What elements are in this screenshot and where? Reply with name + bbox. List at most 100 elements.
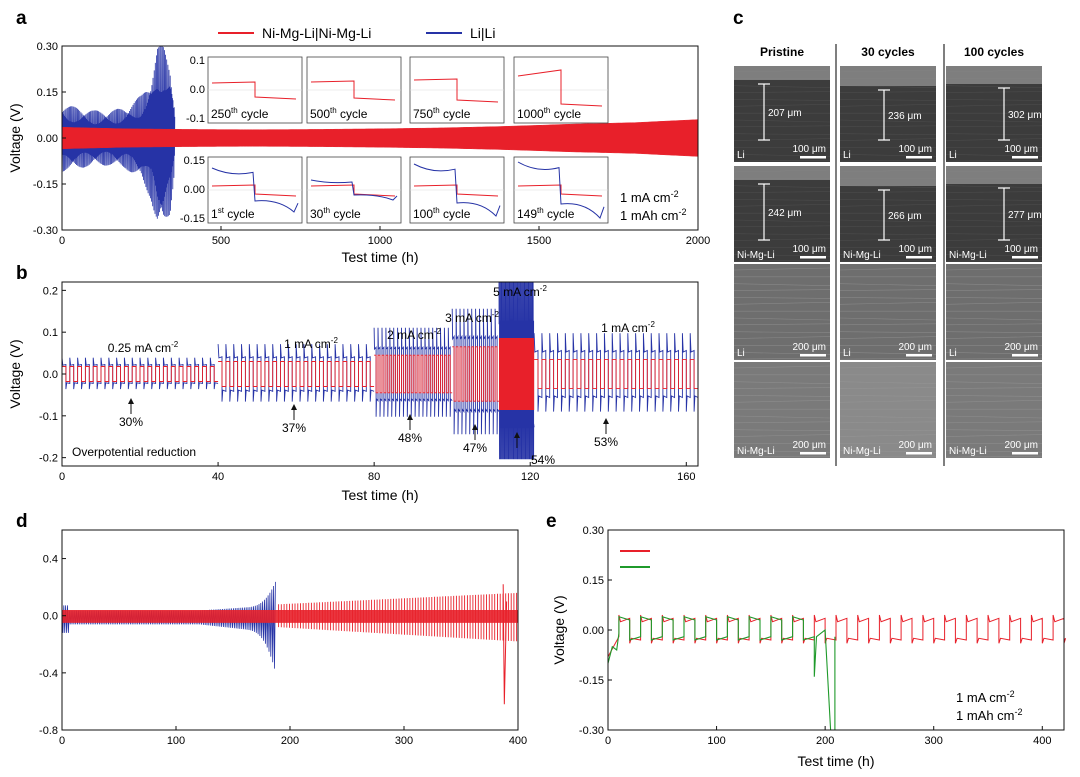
series-dense-band [499, 338, 535, 410]
panel-b-xlabel: Test time (h) [341, 487, 418, 503]
sem-texture [945, 259, 1043, 262]
sem-image: 242 μm Ni-Mg-Li 100 μm [733, 166, 831, 262]
sem-texture [733, 365, 831, 369]
sem-texture [945, 199, 1043, 201]
reduction-arrowhead [407, 414, 413, 420]
sem-texture [733, 219, 831, 223]
reduction-label: 37% [282, 421, 306, 435]
sem-image-bg [734, 264, 830, 360]
sem-texture [733, 449, 831, 453]
reduction-arrowhead [472, 424, 478, 430]
sem-texture [733, 415, 831, 419]
legend-a-0: Ni-Mg-Li|Ni-Mg-Li [262, 25, 371, 41]
sem-texture [945, 253, 1043, 257]
panel-b-xtick-label: 160 [677, 471, 695, 483]
sem-texture [733, 125, 831, 128]
sem-sample-label: Ni-Mg-Li [843, 250, 881, 261]
sem-scale-bar [800, 452, 826, 455]
segment-current-label: 1 mA cm-2 [284, 336, 338, 351]
sem-texture [839, 357, 937, 360]
sem-texture [839, 336, 937, 339]
panel-b-ytick-label: 0.0 [43, 369, 58, 381]
sem-image-bg [734, 362, 830, 458]
reduction-arrowhead [603, 418, 609, 424]
series-ni-mg-li-spikes [278, 592, 518, 642]
sem-texture [945, 323, 1043, 326]
reduction-arrowhead [291, 404, 297, 410]
inset-red-trace [517, 184, 603, 197]
sem-texture [945, 357, 1043, 360]
sem-image: Ni-Mg-Li 200 μm [839, 362, 937, 458]
sem-scale-bar [800, 156, 826, 159]
inset-blue-trace [211, 167, 299, 213]
sem-texture [839, 289, 937, 291]
sem-scale-label: 200 μm [898, 440, 932, 451]
sem-texture [839, 219, 937, 223]
inset-label: 250th cycle [211, 106, 269, 121]
sem-image: Li 200 μm [839, 264, 937, 360]
panel-d-ticks: 0 100 200 300 400 -0.8 -0.4 0.0 0.4 [39, 554, 527, 747]
sem-texture [945, 297, 1043, 299]
sem-sample-label: Li [949, 150, 957, 161]
panel-e-xlabel: Test time (h) [797, 753, 874, 769]
sem-texture [945, 238, 1043, 241]
sem-texture [733, 91, 831, 93]
sem-texture [839, 317, 937, 321]
panel-b-xtick-label: 80 [368, 471, 380, 483]
panel-b-xtick-label: 0 [59, 471, 65, 483]
sem-image-bg [734, 166, 830, 262]
panel-a-xtick-label: 1000 [368, 235, 392, 247]
series-ni-mg-li-seg [534, 358, 698, 390]
panel-d-ytick-label: 0.4 [43, 554, 58, 566]
sem-texture [733, 331, 831, 334]
sem-texture [945, 219, 1043, 223]
panel-d-xtick-label: 400 [509, 735, 527, 747]
sem-texture [839, 415, 937, 419]
sem-surface-layer [946, 66, 1042, 84]
panel-d-xtick-label: 100 [167, 735, 185, 747]
panel-a-ticks: 0 500 1000 1500 2000 -0.30 -0.15 0.00 0.15 0.30 [33, 41, 710, 247]
panel-d-xtick-label: 300 [395, 735, 413, 747]
legend-a-1: Li|Li [470, 25, 495, 41]
sem-texture [945, 399, 1043, 403]
sem-scale-bar [800, 256, 826, 259]
inset-red-trace [310, 184, 396, 197]
sem-image-bg [946, 264, 1042, 360]
sem-texture [945, 449, 1043, 453]
sem-scale-bar [800, 354, 826, 357]
inset-ytick-label: -0.15 [180, 213, 205, 225]
inset-red-trace [310, 80, 396, 101]
segment-current-label: 1 mA cm-2 [601, 320, 655, 335]
sem-column-header: 100 cycles [964, 45, 1024, 59]
sem-scale-label: 100 μm [898, 244, 932, 255]
reduction-label: 47% [463, 441, 487, 455]
sem-sample-label: Li [949, 348, 957, 359]
inset-red-trace [413, 184, 499, 197]
panel-b-xtick-label: 40 [212, 471, 224, 483]
inset-label: 30th cycle [310, 206, 361, 221]
panel-b-ytick-label: 0.2 [43, 285, 58, 297]
sem-image-bg [734, 66, 830, 162]
sem-texture [733, 85, 831, 89]
panel-d-ytick-label: 0.0 [43, 611, 58, 623]
sem-scale-label: 200 μm [1004, 342, 1038, 353]
sem-texture [945, 91, 1043, 93]
panel-a-chart: 0 500 1000 1500 2000 -0.30 -0.15 0.00 0.15 0.30 T… [7, 25, 710, 265]
sem-texture [945, 267, 1043, 271]
panel-e-xtick-label: 400 [1033, 735, 1051, 747]
sem-texture [945, 331, 1043, 334]
sem-texture [839, 225, 937, 228]
panel-a-xtick-label: 2000 [686, 235, 710, 247]
series-ni-mg-li-seg [452, 346, 499, 402]
sem-texture [733, 199, 831, 201]
sem-image-bg [946, 362, 1042, 458]
sem-surface-layer [734, 166, 830, 180]
segment-current-label: 5 mA cm-2 [493, 284, 547, 299]
sem-sample-label: Ni-Mg-Li [949, 250, 987, 261]
sem-texture [945, 455, 1043, 458]
sem-texture [733, 153, 831, 157]
sem-texture [945, 153, 1043, 157]
sem-texture [839, 191, 937, 193]
panel-letter-c: c [733, 8, 744, 29]
sem-texture [733, 357, 831, 360]
